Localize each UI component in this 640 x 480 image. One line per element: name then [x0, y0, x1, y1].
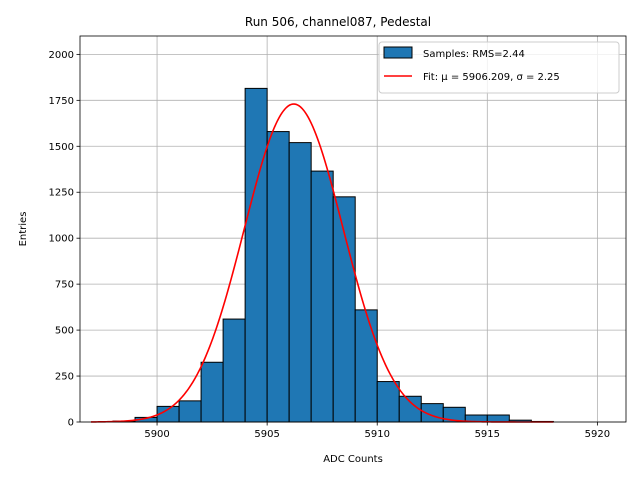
chart-title: Run 506, channel087, Pedestal: [245, 15, 431, 29]
y-tick-label: 1250: [49, 188, 74, 199]
y-tick-label: 2000: [49, 50, 74, 61]
plot-frame: [79, 35, 627, 423]
x-tick-label: 5920: [585, 429, 610, 440]
y-tick-label: 750: [55, 280, 74, 291]
histogram-bar: [354, 309, 378, 423]
histogram-bar: [222, 318, 246, 423]
x-tick-label: 5905: [254, 429, 279, 440]
histogram-bar: [178, 400, 202, 423]
legend-swatch-samples: [383, 46, 413, 59]
y-tick-label: 1750: [49, 96, 74, 107]
y-axis: 0 250 500 750 1000 1250 1500 1750 2000: [49, 50, 80, 429]
histogram-bar: [266, 131, 290, 423]
plot-area: [79, 35, 627, 423]
x-axis-label: ADC Counts: [323, 454, 383, 465]
x-tick-label: 5900: [144, 429, 169, 440]
y-tick-label: 1000: [49, 234, 74, 245]
legend-box: [378, 41, 620, 94]
histogram-bar: [486, 414, 510, 423]
x-tick-label: 5910: [364, 429, 389, 440]
y-tick-label: 500: [55, 326, 74, 337]
histogram-bars: [112, 87, 554, 423]
y-tick-label: 0: [68, 418, 74, 429]
histogram-bar: [244, 87, 268, 423]
histogram-bar: [310, 170, 334, 423]
legend: Samples: RMS=2.44 Fit: μ = 5906.209, σ =…: [378, 41, 620, 94]
y-tick-label: 250: [55, 372, 74, 383]
legend-label-samples: Samples: RMS=2.44: [423, 49, 525, 60]
x-tick-label: 5915: [475, 429, 500, 440]
x-axis: 5900 5905 5910 5915 5920: [144, 422, 610, 440]
histogram-bar: [376, 381, 400, 423]
histogram-bar: [200, 361, 224, 423]
legend-label-fit: Fit: μ = 5906.209, σ = 2.25: [423, 72, 560, 83]
histogram-bar: [288, 142, 312, 423]
y-axis-label: Entries: [18, 212, 29, 247]
y-tick-label: 1500: [49, 142, 74, 153]
